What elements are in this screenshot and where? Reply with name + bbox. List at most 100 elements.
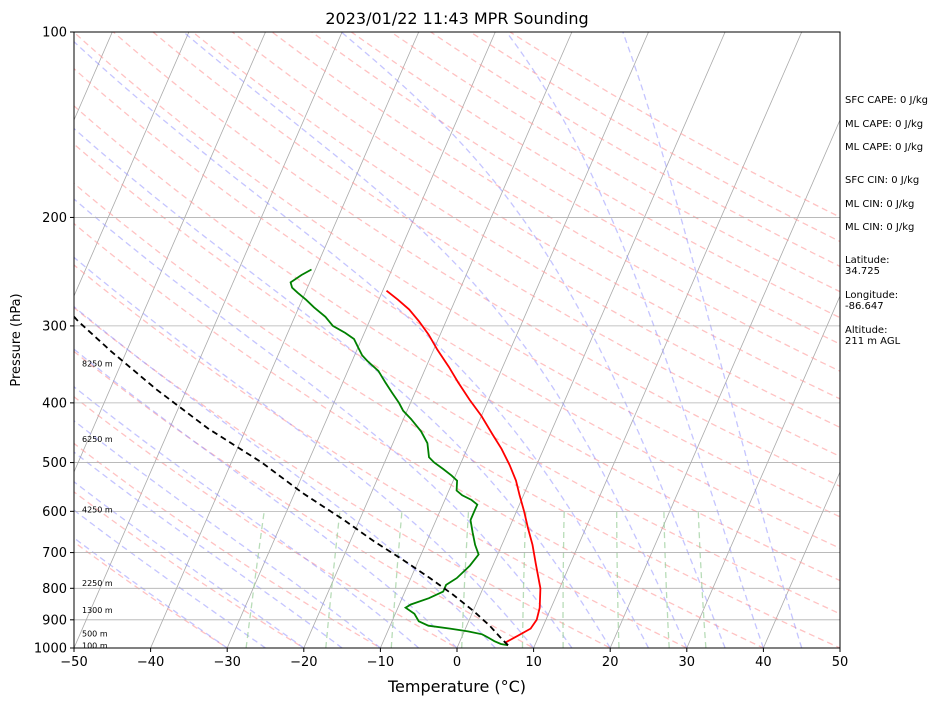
dewpoint-line [289, 268, 509, 647]
x-tick-label: −40 [137, 655, 164, 670]
mixing-ratio-line [697, 511, 707, 648]
y-tick-label: 200 [42, 211, 67, 226]
mixing-ratio-line [663, 511, 670, 648]
altitude-value: 211 m AGL [845, 336, 901, 347]
x-tick-label: −10 [367, 655, 394, 670]
x-tick-label: 20 [602, 655, 619, 670]
altitude-block: Altitude: 211 m AGL [845, 325, 900, 347]
mixing-ratio-line [390, 511, 403, 648]
sfc-cin-text: SFC CIN: 0 J/kg [845, 175, 920, 186]
y-tick-label: 300 [42, 319, 67, 334]
mixing-ratio-line [325, 511, 341, 648]
moist-adiabat-line [505, 32, 765, 648]
dry-adiabat-line [74, 182, 840, 648]
mixing-ratio-line [616, 511, 620, 648]
dry-adiabat-line [311, 32, 840, 345]
isotherm-line [456, 32, 726, 648]
x-tick-label: −20 [290, 655, 317, 670]
longitude-value: -86.647 [845, 301, 884, 312]
dry-adiabat-line [74, 491, 306, 648]
x-tick-label: 0 [453, 655, 461, 670]
y-tick-label: 400 [42, 396, 67, 411]
moist-adiabat-line [622, 32, 803, 648]
x-tick-label: −50 [60, 655, 87, 670]
longitude-block: Longitude: -86.647 [845, 290, 898, 312]
mixing-ratio-line [521, 511, 527, 648]
temperature-line [385, 289, 542, 646]
y-tick-label: 700 [42, 546, 67, 561]
moist-adiabat-line [74, 385, 420, 648]
isotherm-line [303, 32, 573, 648]
x-tick-label: 30 [679, 655, 696, 670]
moist-adiabat-line [340, 32, 726, 648]
altitude-label: Altitude: [845, 325, 888, 336]
height-label: 6250 m [82, 435, 113, 444]
dry-adiabat-line [231, 32, 840, 400]
dry-adiabat-line [74, 442, 382, 648]
x-tick-label: 50 [832, 655, 849, 670]
sfc-cape-text: SFC CAPE: 0 J/kg [845, 95, 928, 106]
moist-adiabat-line [74, 305, 496, 648]
moist-adiabat-line [74, 480, 305, 648]
ml-cape-text-2: ML CAPE: 0 J/kg [845, 142, 924, 153]
latitude-value: 34.725 [845, 266, 880, 277]
height-label: 2250 m [82, 579, 113, 588]
height-label: 8250 m [82, 359, 113, 368]
dry-adiabat-line [271, 32, 840, 372]
y-axis: 100 200 300 400 500 600 700 800 900 1000 [34, 26, 74, 657]
mixing-ratio-line [461, 511, 470, 648]
y-tick-label: 800 [42, 582, 67, 597]
y-axis-label: Pressure (hPa) [9, 293, 24, 386]
moist-adiabat-line [74, 537, 228, 648]
dry-adiabat-line [152, 32, 840, 458]
isotherm-line [150, 32, 420, 648]
dry-adiabat-line [74, 395, 459, 648]
series-layer [74, 268, 542, 647]
chart-title: 2023/01/22 11:43 MPR Sounding [325, 9, 588, 28]
height-labels: 8250 m 6250 m 4250 m 2250 m 1300 m 500 m 100 m [82, 359, 113, 650]
dry-adiabat-line [350, 32, 840, 319]
isotherm-line [74, 32, 343, 648]
isotherm-line [226, 32, 496, 648]
ml-cin-text: ML CIN: 0 J/kg [845, 199, 915, 210]
pressure-gridlines [74, 31, 840, 649]
moist-adiabat-line [74, 40, 650, 648]
height-label: 1300 m [82, 606, 113, 615]
moist-adiabat-line [74, 348, 458, 648]
ml-cin-text-2: ML CIN: 0 J/kg [845, 222, 915, 233]
y-tick-label: 1000 [34, 642, 67, 657]
moist-adiabat-line [74, 127, 611, 648]
isotherm-line [763, 470, 840, 648]
y-tick-label: 900 [42, 613, 67, 628]
x-tick-label: 40 [755, 655, 772, 670]
dry-adiabat-line [112, 32, 840, 488]
moist-adiabat-line [183, 32, 688, 648]
dry-adiabat-line [74, 264, 689, 648]
isotherm-line [533, 32, 803, 648]
x-axis-label: Temperature (°C) [387, 677, 526, 696]
dry-adiabat-line [74, 306, 612, 648]
dry-adiabat-line [74, 222, 765, 648]
y-tick-label: 100 [42, 26, 67, 41]
y-tick-label: 600 [42, 505, 67, 520]
moist-adiabat-line [74, 256, 535, 648]
x-tick-label: 10 [525, 655, 542, 670]
dry-adiabat-line [74, 350, 536, 648]
moist-adiabat-line [74, 509, 266, 648]
isotherm-line [74, 32, 266, 474]
height-label: 4250 m [82, 506, 113, 515]
latitude-label: Latitude: [845, 255, 890, 266]
moist-adiabat-line [74, 419, 381, 648]
dry-adiabat-line [74, 143, 840, 615]
isotherm-line [380, 32, 649, 648]
isotherm-line [609, 118, 840, 648]
x-tick-label: −30 [213, 655, 240, 670]
height-label: 100 m [82, 641, 108, 650]
reference-lines [74, 32, 840, 648]
parcel-path-line [74, 315, 509, 646]
height-label: 500 m [82, 630, 108, 639]
x-axis: −50 −40 −30 −20 −10 0 10 20 30 40 50 [60, 648, 848, 670]
ml-cape-text: ML CAPE: 0 J/kg [845, 119, 924, 130]
moist-adiabat-line [74, 451, 343, 648]
